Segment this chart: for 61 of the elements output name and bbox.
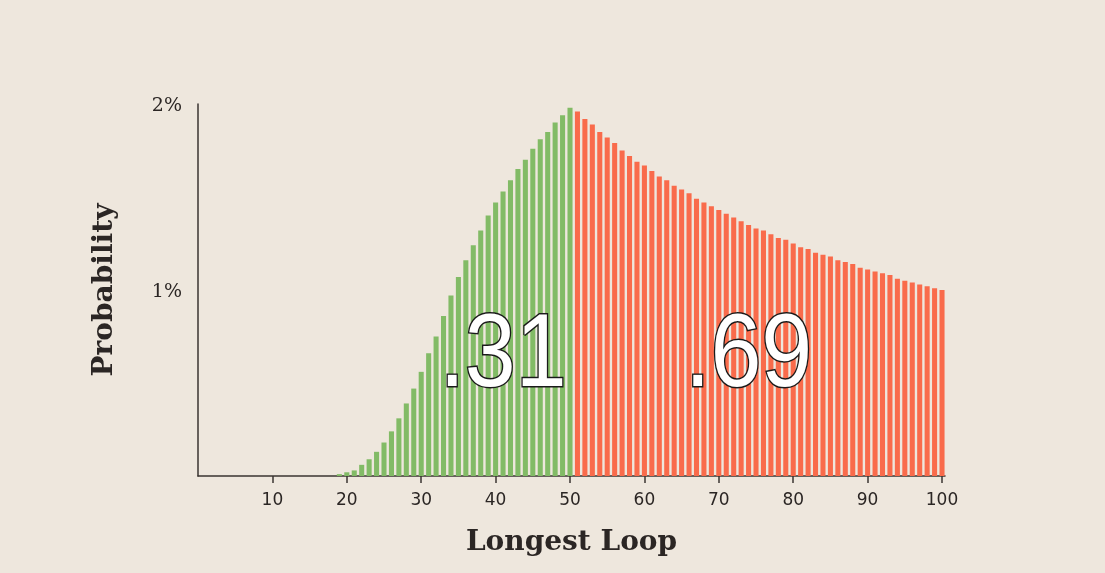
bar: [403, 403, 409, 476]
x-tick-label: 60: [633, 488, 656, 509]
bar: [351, 470, 357, 476]
bar: [426, 353, 432, 476]
bar: [939, 290, 945, 476]
bar: [894, 278, 900, 476]
bar: [418, 371, 424, 476]
bar: [344, 472, 350, 476]
bar: [865, 269, 871, 476]
bar: [924, 286, 930, 476]
bar: [872, 271, 878, 476]
y-tick-label: 2%: [151, 93, 182, 115]
x-tick-label: 40: [484, 488, 507, 509]
x-tick-label: 80: [782, 488, 805, 509]
bar: [433, 336, 439, 476]
bar: [671, 185, 677, 476]
bar: [574, 111, 580, 476]
bar: [679, 189, 685, 476]
bar: [634, 161, 640, 476]
x-tick-label: 10: [261, 488, 284, 509]
bar: [842, 262, 848, 476]
bar: [857, 267, 863, 476]
bar: [366, 459, 372, 476]
bar: [649, 170, 655, 476]
bar: [411, 388, 417, 476]
bar: [827, 256, 833, 476]
bar: [932, 288, 938, 476]
bar: [619, 150, 625, 476]
x-tick-label: 20: [335, 488, 358, 509]
bar: [359, 464, 365, 476]
bar: [604, 137, 610, 476]
bar: [374, 451, 380, 476]
bar: [656, 176, 662, 476]
bar: [909, 282, 915, 476]
x-tick-label: 90: [856, 488, 879, 509]
bar: [582, 118, 588, 476]
bar: [820, 254, 826, 476]
bar: [396, 418, 402, 476]
bar: [835, 260, 841, 476]
x-tick-label: 30: [410, 488, 433, 509]
bar: [850, 263, 856, 476]
bar: [917, 284, 923, 476]
bar: [567, 107, 573, 476]
x-tick-label: 50: [559, 488, 581, 509]
x-axis-title: Longest Loop: [465, 523, 678, 557]
bar: [664, 180, 670, 476]
bar: [388, 431, 394, 476]
y-tick-label: 1%: [151, 279, 182, 301]
y-axis-title: Probability: [85, 202, 119, 377]
bar: [813, 252, 819, 476]
x-tick-label: 70: [708, 488, 730, 509]
bar: [887, 275, 893, 476]
bar: [902, 280, 908, 476]
bar: [612, 143, 618, 476]
x-tick-label: 100: [925, 488, 959, 509]
bar: [879, 273, 886, 476]
bar: [627, 156, 633, 476]
bar: [597, 131, 603, 476]
bar: [381, 442, 387, 476]
bar: [641, 165, 647, 476]
bar: [589, 124, 595, 476]
